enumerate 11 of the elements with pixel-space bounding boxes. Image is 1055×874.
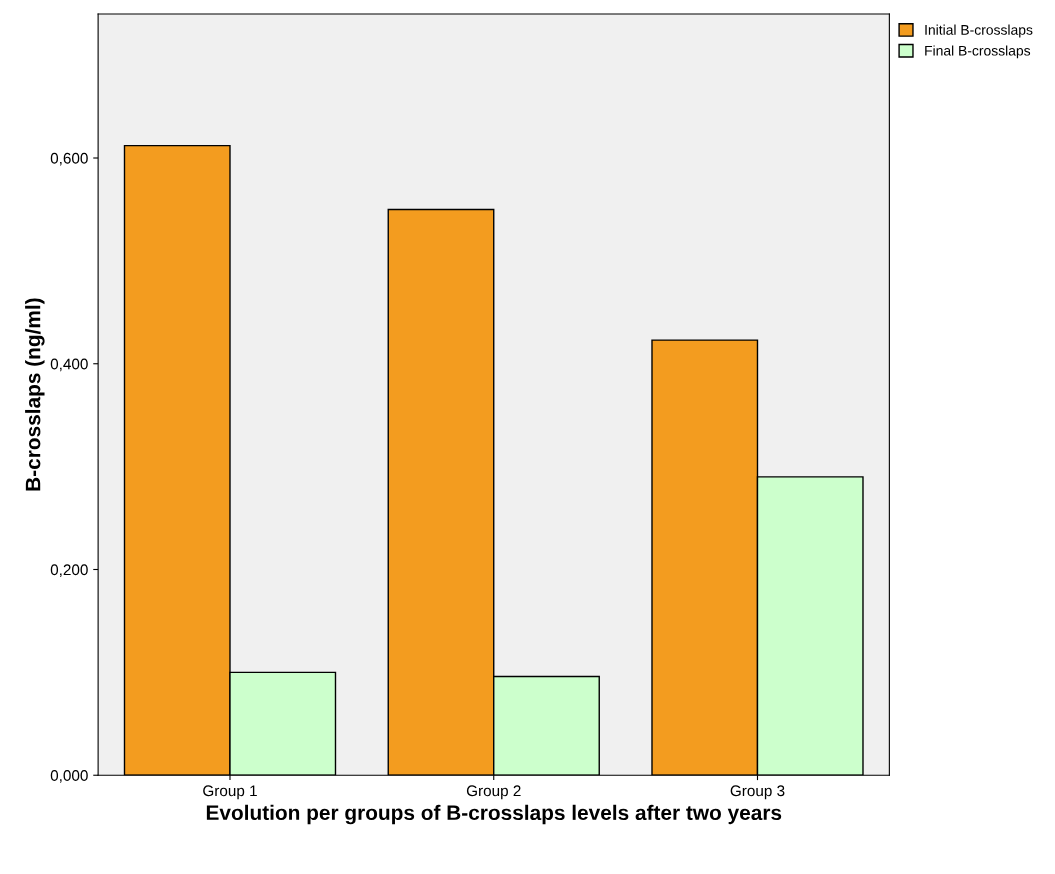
x-tick-label: Group 1: [203, 785, 257, 800]
y-axis-title: B-crosslaps (ng/ml): [25, 298, 45, 491]
y-tick-label: 0,000: [50, 770, 88, 783]
y-tick-label: 0,200: [50, 564, 88, 577]
y-tick-label: 0,400: [50, 358, 88, 372]
legend-label: Initial B-crosslaps: [925, 24, 1033, 38]
x-tick-label: Group 3: [730, 785, 785, 800]
legend-label: Final B-crosslaps: [925, 45, 1031, 59]
x-tick-label: Group 2: [466, 785, 521, 800]
y-tick-label: 0,600: [50, 152, 88, 166]
x-axis-title: Evolution per groups of B-crosslaps levels after two years: [206, 804, 782, 825]
